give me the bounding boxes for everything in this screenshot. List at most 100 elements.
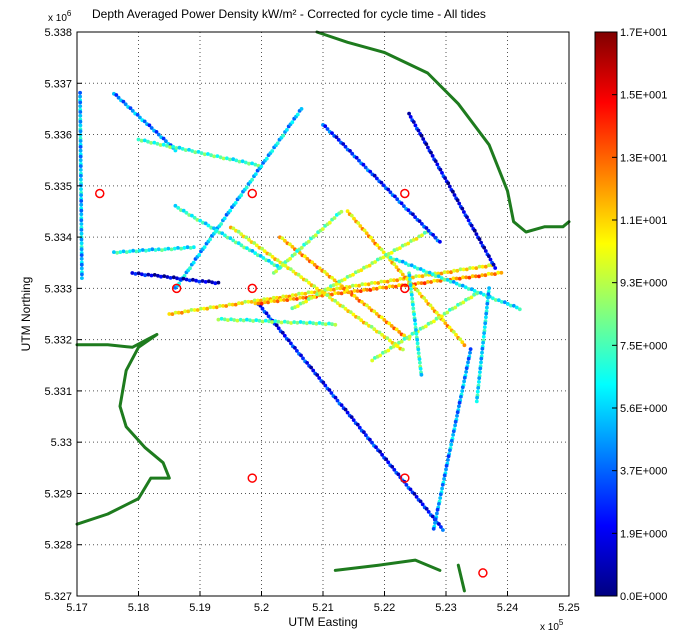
data-point bbox=[330, 131, 334, 136]
data-point bbox=[457, 276, 462, 281]
data-point bbox=[415, 341, 420, 346]
data-point bbox=[191, 245, 196, 250]
data-point bbox=[139, 138, 144, 143]
data-point bbox=[269, 261, 274, 265]
data-point bbox=[136, 271, 141, 276]
data-point bbox=[222, 317, 227, 322]
data-point bbox=[447, 184, 452, 189]
data-point bbox=[295, 320, 300, 325]
data-point bbox=[363, 282, 368, 287]
data-point bbox=[437, 502, 441, 506]
data-point bbox=[438, 167, 443, 172]
data-point bbox=[212, 226, 216, 231]
data-point bbox=[334, 282, 339, 286]
data-point bbox=[465, 215, 469, 220]
data-point bbox=[419, 133, 424, 138]
data-point bbox=[462, 210, 466, 214]
data-point bbox=[197, 279, 202, 284]
data-point bbox=[446, 454, 451, 459]
data-point bbox=[372, 309, 377, 314]
data-point bbox=[345, 288, 349, 292]
data-point bbox=[493, 298, 498, 302]
data-point bbox=[457, 404, 461, 409]
data-point bbox=[405, 277, 409, 281]
data-point bbox=[397, 283, 401, 288]
colorbar-tick-label: 5.6E+000 bbox=[620, 403, 667, 415]
data-point bbox=[443, 321, 448, 325]
data-point bbox=[299, 107, 304, 111]
data-point bbox=[423, 324, 428, 329]
data-point bbox=[259, 164, 264, 169]
data-point bbox=[243, 299, 248, 304]
data-point bbox=[367, 263, 372, 268]
x-tick-label: 5.24 bbox=[497, 602, 518, 614]
data-point bbox=[394, 265, 399, 270]
data-point bbox=[358, 289, 363, 293]
x-tick-label: 5.2 bbox=[254, 602, 269, 614]
data-point bbox=[78, 123, 83, 128]
data-point bbox=[424, 507, 429, 511]
data-point bbox=[199, 151, 204, 156]
data-point bbox=[334, 135, 339, 140]
data-point bbox=[368, 437, 372, 442]
data-point bbox=[381, 250, 386, 255]
data-point bbox=[235, 318, 240, 323]
data-point bbox=[304, 278, 309, 283]
data-point bbox=[138, 115, 142, 120]
data-point bbox=[442, 477, 446, 481]
grid-node-marker bbox=[400, 188, 410, 199]
data-point bbox=[245, 246, 249, 251]
data-point bbox=[474, 232, 479, 237]
data-point bbox=[275, 141, 280, 146]
data-point bbox=[440, 486, 444, 491]
data-point bbox=[400, 272, 405, 277]
data-point bbox=[426, 228, 431, 233]
data-point bbox=[386, 187, 391, 192]
data-point bbox=[343, 144, 348, 149]
data-point bbox=[454, 276, 459, 281]
data-point bbox=[149, 126, 154, 130]
data-point bbox=[485, 305, 489, 310]
data-point bbox=[453, 419, 458, 424]
y-tick-label: 5.335 bbox=[44, 181, 72, 193]
data-point bbox=[409, 263, 414, 268]
data-point bbox=[430, 154, 435, 158]
data-point bbox=[335, 398, 340, 403]
data-point bbox=[333, 298, 337, 303]
data-point bbox=[410, 296, 415, 301]
data-point bbox=[237, 159, 242, 164]
data-point bbox=[418, 360, 422, 365]
data-point bbox=[487, 263, 491, 268]
data-point bbox=[370, 440, 374, 445]
coastline bbox=[456, 563, 466, 593]
coastline bbox=[333, 558, 442, 572]
data-point bbox=[280, 236, 285, 241]
data-point bbox=[462, 375, 467, 380]
data-point bbox=[262, 297, 267, 301]
data-point bbox=[216, 280, 221, 285]
data-point bbox=[230, 302, 235, 307]
data-point bbox=[432, 319, 436, 324]
data-point bbox=[214, 228, 219, 233]
data-point bbox=[170, 312, 175, 316]
data-point bbox=[483, 321, 488, 326]
data-point bbox=[232, 318, 237, 322]
data-point bbox=[446, 181, 451, 186]
data-point bbox=[326, 286, 330, 291]
data-point bbox=[118, 250, 123, 255]
data-point bbox=[480, 346, 485, 351]
data-point bbox=[270, 149, 275, 153]
data-point bbox=[454, 281, 459, 286]
data-point bbox=[511, 303, 516, 308]
data-point bbox=[485, 301, 490, 306]
data-point bbox=[307, 280, 311, 285]
data-point bbox=[323, 322, 328, 327]
data-point bbox=[406, 263, 411, 267]
data-point bbox=[508, 303, 513, 308]
data-point bbox=[136, 137, 141, 142]
data-point bbox=[431, 526, 436, 531]
data-point bbox=[317, 321, 322, 325]
data-point bbox=[253, 251, 258, 256]
data-point bbox=[330, 322, 334, 327]
grid-node-marker bbox=[95, 188, 105, 199]
